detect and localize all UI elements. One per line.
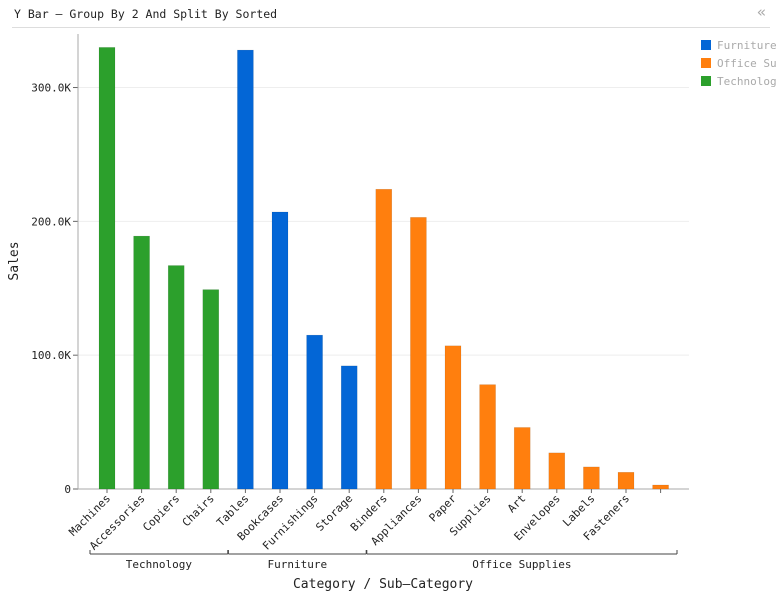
bar: [271, 211, 289, 490]
group-label: Furniture: [267, 558, 327, 571]
legend-swatch: [701, 40, 711, 50]
x-tick-label: Chairs: [180, 492, 217, 529]
bar: [98, 47, 116, 490]
legend-label: Technology: [717, 74, 776, 88]
x-axis-title: Category / Sub–Category: [293, 577, 473, 592]
bar: [617, 472, 635, 490]
group-label: Technology: [126, 558, 193, 571]
chart-title: Y Bar – Group By 2 And Split By Sorted: [14, 7, 278, 21]
y-tick-label: 100.0K: [31, 349, 71, 362]
bar: [306, 334, 323, 490]
group-label: Office Supplies: [472, 558, 571, 571]
legend-item[interactable]: Technology: [701, 72, 776, 90]
bar: [167, 265, 185, 490]
y-axis-title: Sales: [7, 241, 22, 280]
bar: [375, 188, 393, 490]
bar: [237, 49, 254, 490]
legend-swatch: [701, 58, 711, 68]
y-tick-label: 300.0K: [31, 82, 71, 95]
x-tick-label: Paper: [427, 492, 460, 525]
bar: [652, 484, 669, 490]
x-tick-label: Copiers: [140, 492, 182, 534]
legend-label: Office Supplies: [717, 56, 776, 70]
bar: [340, 365, 358, 490]
bar: [133, 235, 150, 490]
bar: [444, 345, 462, 490]
x-tick-label: Storage: [313, 492, 355, 534]
legend-item[interactable]: Office Supplies: [701, 54, 776, 72]
bar: [513, 427, 531, 490]
collapse-icon[interactable]: «: [756, 3, 766, 21]
bar: [548, 452, 566, 490]
bar-chart: 0100.0K200.0K300.0KMachinesAccessoriesCo…: [7, 34, 689, 592]
legend-label: Furniture: [717, 38, 776, 52]
chart-header: Y Bar – Group By 2 And Split By Sorted «: [12, 0, 770, 28]
legend: Furniture Office Supplies Technology: [701, 36, 776, 90]
legend-swatch: [701, 76, 711, 86]
y-tick-label: 0: [64, 483, 71, 496]
bar: [583, 466, 600, 490]
bar: [479, 384, 496, 490]
bar: [410, 217, 427, 490]
y-tick-label: 200.0K: [31, 215, 71, 228]
legend-item[interactable]: Furniture: [701, 36, 776, 54]
x-tick-label: Art: [505, 492, 528, 515]
bar: [202, 289, 220, 490]
